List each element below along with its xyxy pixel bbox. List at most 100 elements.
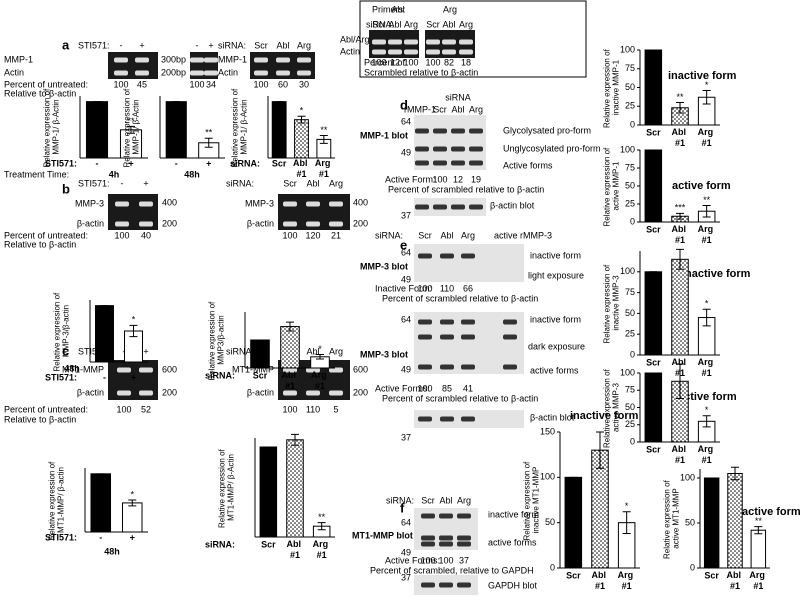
figure-text: 100	[282, 404, 297, 414]
error-bar	[316, 354, 324, 360]
figure-text: Arg	[461, 230, 475, 240]
bar	[286, 439, 304, 538]
figure-text: -	[121, 178, 124, 188]
y-tick-label: 0	[550, 562, 555, 572]
x-axis-label: siRNA:	[205, 539, 235, 549]
y-tick-label: 50	[625, 308, 635, 318]
figure-text: 110	[306, 404, 320, 414]
figure-text: 200	[353, 218, 368, 228]
figure-text: c	[62, 343, 69, 358]
figure-text: Scr	[372, 19, 386, 29]
figure-text: Abl	[451, 104, 464, 114]
x-axis-label: STI571:	[45, 158, 77, 168]
x-tick-label: -	[103, 372, 106, 382]
gel-band	[415, 146, 429, 152]
figure-text: a	[62, 37, 70, 52]
gel-band	[451, 160, 465, 166]
bar	[294, 119, 309, 159]
x-tick-label: Abl #1	[672, 127, 689, 148]
figure-text: STI571:	[78, 40, 110, 50]
x-tick-label: Scr	[646, 357, 661, 367]
gel-band	[283, 367, 297, 373]
x-tick-label: Abl #1	[293, 158, 310, 179]
figure-text: 100	[253, 79, 268, 89]
figure-text: 18	[461, 57, 471, 67]
figure-text: dark exposure	[528, 341, 585, 351]
significance: **	[320, 125, 328, 135]
bar	[95, 305, 114, 363]
error-bar	[319, 134, 328, 144]
y-tick-label: 0	[630, 119, 635, 129]
bar	[85, 101, 109, 159]
figure-text: -	[196, 40, 199, 50]
figure-text: Percent of scrambled relative to β-actin	[382, 293, 538, 303]
gel-band	[433, 204, 447, 210]
gel-band	[276, 70, 290, 76]
figure-text: f	[400, 500, 405, 515]
figure-text: Arg	[443, 4, 457, 14]
gel-band	[388, 49, 402, 55]
x-tick-label: Scr	[646, 224, 661, 234]
gel-band	[283, 201, 297, 207]
gel-band	[306, 367, 320, 373]
figure-text: MMP-1 blot	[360, 130, 408, 140]
gel-band	[459, 49, 473, 55]
figure-text: Arg	[404, 19, 418, 29]
figure-text: Percent of scrambled relative to β-actin	[388, 184, 544, 194]
error-bar	[754, 526, 763, 535]
chart-title: inactive form	[682, 268, 751, 280]
figure-text: +	[143, 178, 148, 188]
gel-band	[469, 160, 483, 166]
gel-band	[297, 57, 311, 63]
gel-band	[190, 70, 204, 76]
figure-text: active forms	[488, 537, 537, 547]
figure-text: +	[139, 40, 144, 50]
x-axis-label: siRNA:	[205, 370, 235, 380]
figure-text: β-actin	[77, 218, 104, 228]
gel-band	[421, 513, 435, 519]
gel-band	[418, 334, 432, 340]
figure-text: 41	[463, 383, 473, 393]
figure-text: 64	[401, 116, 411, 126]
figure-text: MMP-1	[218, 54, 247, 64]
x-axis-label: siRNA:	[230, 158, 260, 168]
figure-text: 200bp	[161, 67, 186, 77]
significance: *	[300, 106, 304, 116]
y-axis-label: Relative expression of MMP-1/ β-Actin	[231, 87, 249, 168]
figure-text: Scr	[426, 19, 440, 29]
error-bar	[676, 248, 684, 270]
figure-text: siRNA:	[386, 495, 414, 505]
y-axis-label: Relative expression of active MMP-3	[603, 367, 621, 448]
y-axis-label: Relative expression of MMP-3/β-actin	[53, 291, 71, 372]
figure-text: Arg	[457, 495, 471, 505]
figure-text: 200	[162, 218, 177, 228]
significance: *	[705, 299, 709, 309]
significance: *	[130, 489, 134, 499]
gel-band	[461, 253, 475, 259]
significance: *	[318, 344, 322, 354]
error-bar	[676, 363, 684, 400]
y-axis-label: Relative expression of MMP-1/ β-Actin	[43, 87, 61, 168]
figure-text: Glycolysated pro-form	[503, 125, 591, 135]
figure-text: 12	[453, 174, 463, 184]
gel-band	[139, 201, 153, 207]
figure-text: β-actin	[77, 387, 104, 397]
gel-band	[372, 39, 386, 45]
gel-band	[421, 541, 435, 547]
figure-text: MMP-3	[245, 198, 274, 208]
y-tick-label: 50	[625, 180, 635, 190]
figure-text: MT1-MMP	[62, 364, 104, 374]
figure-text: 19	[471, 174, 481, 184]
gel-band	[503, 319, 517, 325]
error-bar	[676, 102, 684, 114]
figure-text: 100	[282, 230, 297, 240]
y-tick-label: 25	[625, 198, 635, 208]
figure-text: 100	[438, 555, 453, 565]
y-tick-label: 75	[625, 162, 635, 172]
figure-text: MMP-3	[75, 198, 104, 208]
significance: *	[705, 80, 709, 90]
gel-band	[117, 367, 131, 373]
figure-text: Percent of:	[364, 57, 408, 67]
y-tick-label: 0	[690, 562, 695, 572]
